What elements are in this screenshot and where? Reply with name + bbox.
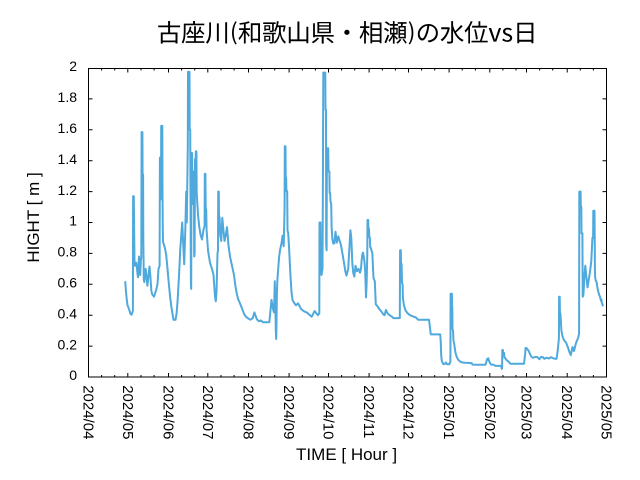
svg-text:TIME [ Hour ]: TIME [ Hour ] xyxy=(296,445,397,464)
svg-text:1.4: 1.4 xyxy=(58,151,78,167)
svg-text:1.6: 1.6 xyxy=(58,120,78,136)
svg-text:HIGHT [ m ]: HIGHT [ m ] xyxy=(24,172,43,262)
svg-text:1.8: 1.8 xyxy=(58,89,78,105)
svg-text:1: 1 xyxy=(69,213,77,229)
svg-text:2024/10: 2024/10 xyxy=(320,385,337,439)
svg-text:2024/09: 2024/09 xyxy=(280,385,297,439)
svg-text:0.2: 0.2 xyxy=(58,336,78,352)
svg-text:2025/04: 2025/04 xyxy=(558,385,575,439)
svg-text:0.4: 0.4 xyxy=(58,305,78,321)
svg-text:2024/04: 2024/04 xyxy=(80,385,97,439)
svg-text:2025/03: 2025/03 xyxy=(518,385,535,439)
svg-text:2025/05: 2025/05 xyxy=(598,385,615,439)
svg-text:2024/07: 2024/07 xyxy=(199,385,216,439)
svg-text:2024/06: 2024/06 xyxy=(160,385,177,439)
svg-text:2024/08: 2024/08 xyxy=(240,385,257,439)
svg-text:1.2: 1.2 xyxy=(58,182,78,198)
svg-text:2024/11: 2024/11 xyxy=(360,385,377,438)
svg-text:2024/12: 2024/12 xyxy=(400,385,417,439)
svg-text:0.6: 0.6 xyxy=(58,275,78,291)
svg-text:0.8: 0.8 xyxy=(58,244,78,260)
svg-text:2025/02: 2025/02 xyxy=(481,385,498,439)
svg-text:2025/01: 2025/01 xyxy=(440,385,457,439)
svg-text:0: 0 xyxy=(69,367,77,383)
svg-text:2024/05: 2024/05 xyxy=(119,385,136,439)
svg-text:2: 2 xyxy=(69,58,77,74)
